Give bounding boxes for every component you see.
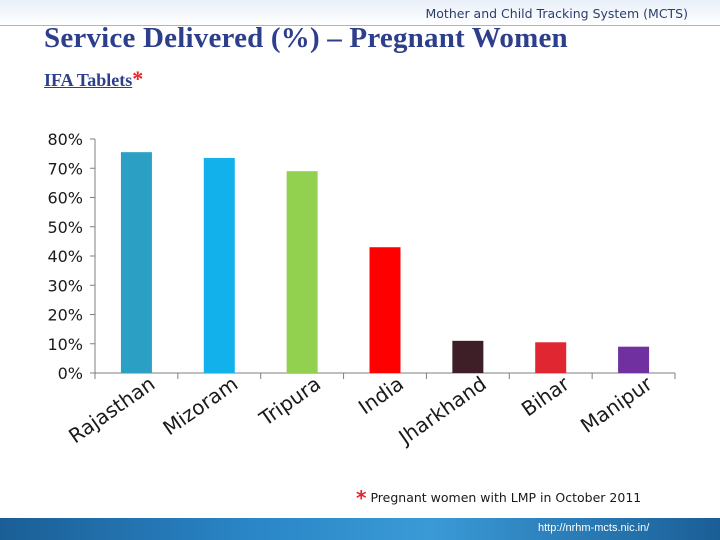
header-strip bbox=[0, 0, 720, 26]
y-tick-label: 30% bbox=[47, 276, 83, 295]
footnote: * Pregnant women with LMP in October 2011 bbox=[356, 486, 641, 510]
footnote-text: Pregnant women with LMP in October 2011 bbox=[370, 490, 642, 505]
x-tick-label: Jharkhand bbox=[393, 371, 491, 450]
y-tick-labels: 0% 10% 20% 30% 40% 50% 60% 70% 80% bbox=[47, 130, 83, 383]
x-tick-label: Manipur bbox=[576, 371, 657, 438]
footnote-asterisk: * bbox=[356, 486, 367, 510]
subtitle-text: IFA Tablets bbox=[44, 70, 133, 90]
chart-bars bbox=[120, 152, 650, 373]
bar-bihar bbox=[535, 342, 567, 373]
subtitle-asterisk: * bbox=[132, 66, 144, 91]
y-tick-label: 60% bbox=[47, 189, 83, 208]
bar-india bbox=[369, 247, 401, 373]
bar-jharkhand bbox=[452, 340, 484, 373]
x-tick-label: Mizoram bbox=[158, 371, 242, 440]
bar-mizoram bbox=[203, 158, 235, 373]
page-title: Service Delivered (%) – Pregnant Women bbox=[44, 22, 568, 54]
footer-url[interactable]: http://nrhm-mcts.nic.in/ bbox=[538, 522, 650, 534]
y-tick-label: 0% bbox=[58, 364, 83, 383]
bar-manipur bbox=[618, 346, 650, 373]
bar-rajasthan bbox=[120, 152, 152, 373]
x-tick-label: Bihar bbox=[517, 371, 574, 421]
y-tick-label: 80% bbox=[47, 130, 83, 149]
footer-bar bbox=[0, 518, 720, 540]
x-tick-label: India bbox=[354, 371, 408, 419]
chart-subtitle: IFA Tablets* bbox=[44, 66, 143, 92]
y-tick-label: 10% bbox=[47, 335, 83, 354]
system-name: Mother and Child Tracking System (MCTS) bbox=[425, 6, 689, 21]
x-tick-label: Tripura bbox=[254, 371, 325, 431]
y-tick-label: 70% bbox=[47, 159, 83, 178]
y-tick-label: 20% bbox=[47, 306, 83, 325]
y-tick-label: 40% bbox=[47, 247, 83, 266]
header-divider bbox=[0, 25, 720, 26]
y-tick-label: 50% bbox=[47, 218, 83, 237]
bar-tripura bbox=[286, 171, 318, 373]
